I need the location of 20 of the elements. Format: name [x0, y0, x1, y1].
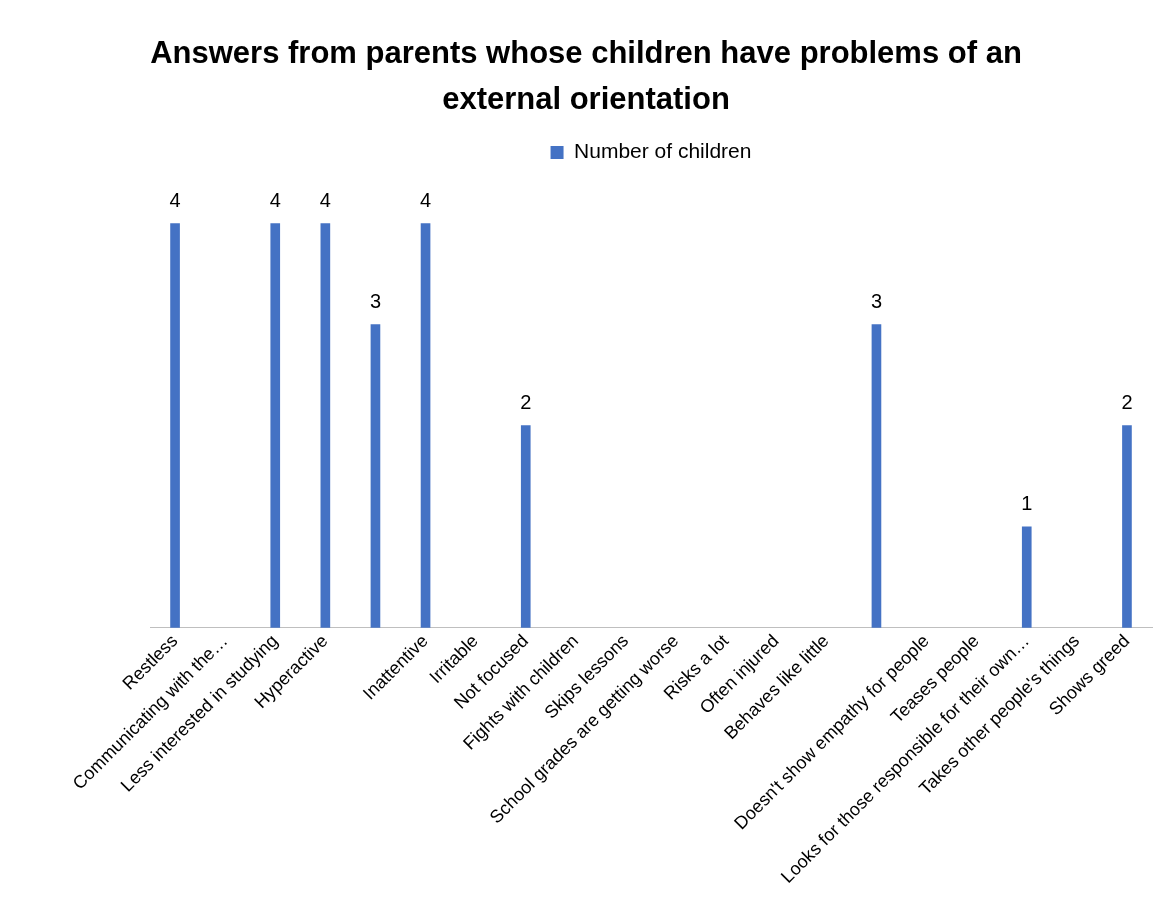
legend-label: Number of children [574, 139, 752, 163]
bar [520, 425, 531, 628]
bar [320, 223, 331, 628]
bar [871, 324, 882, 628]
data-label: 2 [1121, 391, 1133, 414]
bar [420, 223, 431, 628]
bar [170, 223, 180, 628]
bar [370, 324, 381, 628]
chart-title: Answers from parents whose children have problems of an external orientation [149, 34, 1023, 118]
bar [270, 223, 281, 628]
data-label: 3 [369, 290, 382, 313]
data-label: 2 [520, 391, 532, 414]
data-label: 3 [870, 290, 883, 313]
bar [1122, 425, 1132, 628]
bar [1021, 526, 1032, 628]
data-label: 4 [419, 189, 432, 212]
data-label: 1 [1021, 492, 1033, 515]
data-label: 4 [169, 189, 181, 212]
data-label: 4 [319, 189, 331, 212]
data-label: 4 [269, 189, 281, 212]
